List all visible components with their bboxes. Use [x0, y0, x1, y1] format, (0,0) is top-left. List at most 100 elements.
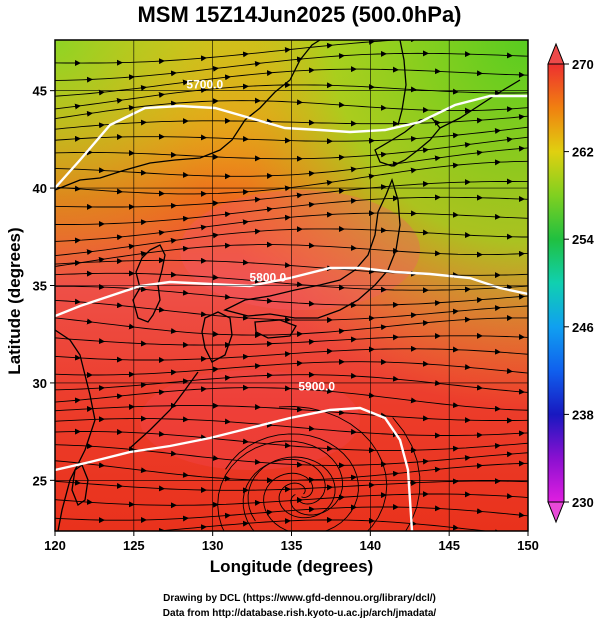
y-tick-label-30: 30 [33, 376, 47, 391]
streamline-arrow [158, 92, 165, 98]
coast-sakhalin [397, 40, 407, 126]
y-axis-ticks: 25 30 35 40 45 [33, 84, 55, 488]
streamline-arrow [140, 250, 147, 257]
coast-kyushu [201, 311, 233, 363]
streamline-arrow [266, 206, 273, 213]
streamline-arrow [242, 219, 249, 226]
streamline-arrow [212, 232, 219, 239]
streamline [55, 374, 528, 393]
cyclone-spiral [247, 456, 336, 522]
y-tick-label-35: 35 [33, 279, 47, 294]
y-tick-label-25: 25 [33, 473, 47, 488]
streamline [55, 244, 528, 267]
x-axis-label: Longitude (degrees) [209, 557, 374, 576]
streamline-arrow [296, 192, 303, 199]
colorbar-tick-label-254: 254 [572, 232, 594, 247]
colorbar-tick-label-230: 230 [572, 495, 594, 510]
contour-label-1: 5800.0 [249, 271, 286, 285]
streamline [55, 418, 528, 436]
streamline-arrow [128, 323, 135, 330]
streamline-arrow [86, 110, 93, 117]
streamline-arrow [464, 141, 471, 148]
streamline-arrow [200, 224, 207, 231]
contour-5700 [55, 94, 528, 189]
height-contours [55, 94, 528, 531]
streamline-arrow [140, 84, 147, 91]
colorbar-tick-label-238: 238 [572, 407, 594, 422]
streamline-arrow [368, 173, 375, 180]
streamline-arrow [212, 455, 219, 461]
colorbar: 230 238 246 254 262 270 [547, 42, 594, 524]
contour-5800 [55, 266, 528, 318]
streamline-arrow [98, 256, 105, 263]
streamline-arrow [86, 318, 93, 325]
streamline-arrow [326, 179, 333, 186]
x-axis-ticks: 120 125 130 135 140 145 150 [44, 531, 539, 553]
y-tick-label-40: 40 [33, 181, 47, 196]
colorbar-tick-label-270: 270 [572, 57, 594, 72]
contour-label-2: 5900.0 [298, 380, 335, 394]
streamline-arrow [476, 149, 483, 156]
colorbar-tick-label-262: 262 [572, 145, 594, 160]
coast-honshu [223, 178, 401, 319]
cyclone-circulation [217, 406, 421, 531]
streamline-arrow [410, 397, 417, 404]
streamline-arrow [128, 105, 135, 111]
contour-label-0: 5700.0 [186, 78, 223, 92]
streamline-arrow [434, 155, 441, 162]
cyclone-spiral [217, 417, 421, 531]
coast-china-east [55, 329, 96, 531]
warm-core-south [140, 370, 360, 470]
x-tick-label-135: 135 [281, 538, 303, 553]
streamline-arrow [74, 103, 81, 110]
streamline-arrow [170, 237, 177, 244]
x-tick-label-150: 150 [517, 538, 539, 553]
x-tick-label-145: 145 [438, 538, 460, 553]
streamline-arrow [350, 166, 357, 173]
streamline [55, 335, 528, 346]
colorbar-ticks: 230 238 246 254 262 270 [564, 57, 594, 510]
x-tick-label-125: 125 [123, 538, 145, 553]
streamline [55, 68, 528, 97]
streamline [55, 196, 528, 225]
streamline-arrow [422, 147, 429, 154]
streamline [55, 506, 528, 521]
warm-core-japan [180, 190, 420, 310]
streamline-arrow [254, 60, 261, 67]
cyclone-spiral [225, 433, 359, 531]
y-axis-label: Latitude (degrees) [5, 227, 24, 375]
coast-kuril [439, 79, 521, 129]
contour-labels: 5700.0 5800.0 5900.0 [186, 78, 335, 394]
colorbar-fill [547, 63, 565, 503]
cyclone-spiral [242, 406, 388, 531]
x-tick-label-140: 140 [359, 538, 381, 553]
credit-drawing: Drawing by DCL (https://www.gfd-dennou.o… [163, 593, 436, 604]
colorbar-top-arrow [547, 42, 565, 65]
coast-ryukyu [129, 371, 199, 449]
streamline-arrow [182, 79, 189, 86]
streamline-arrow [116, 97, 123, 104]
x-tick-label-130: 130 [202, 538, 224, 553]
coast-china-korea [55, 40, 321, 191]
streamline-arrow [506, 136, 513, 143]
streamline-arrow [128, 243, 135, 250]
streamline [55, 147, 528, 177]
colorbar-tick-label-246: 246 [572, 320, 594, 335]
streamline-arrow [158, 229, 165, 236]
streamlines [55, 40, 528, 531]
streamline-arrow [410, 167, 417, 174]
y-tick-label-45: 45 [33, 84, 47, 99]
streamline-arrow [212, 65, 219, 72]
streamline [55, 115, 528, 130]
coast-hokkaido [374, 117, 441, 167]
coast-korea [132, 244, 166, 323]
x-tick-label-120: 120 [44, 538, 66, 553]
streamline-arrow [140, 467, 147, 474]
streamline-arrow [86, 249, 93, 256]
colorbar-bottom-arrow [547, 501, 565, 524]
contour-5900 [55, 406, 414, 531]
plot-area [55, 40, 528, 531]
coast-shikoku [254, 319, 297, 339]
chart-title: MSM 15Z14Jun2025 (500.0hPa) [137, 2, 462, 27]
